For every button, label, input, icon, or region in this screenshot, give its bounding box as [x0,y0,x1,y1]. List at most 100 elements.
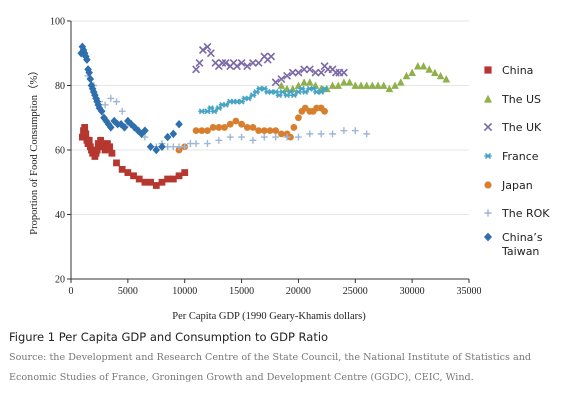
data-point [209,124,217,131]
axes: 20 40 60 80 100 0 5000 10000 15000 20000 25000 3000… [50,17,482,298]
data-point [408,68,416,76]
gridlines [71,20,469,280]
x-tick-label: 15000 [229,286,254,297]
data-point [192,65,201,74]
y-tick-label: 80 [55,81,65,92]
data-point [334,81,343,89]
data-point [233,62,241,71]
legend-label: Japan [501,179,533,192]
data-point [169,129,178,139]
data-point [141,178,149,186]
data-point [255,127,263,135]
y-tick-label: 40 [55,210,65,221]
data-point [277,130,285,138]
data-point [97,107,106,116]
data-point [97,136,104,144]
data-point [260,127,268,135]
data-point [379,81,388,89]
data-point [198,127,206,135]
data-point [175,143,183,151]
y-tick-label: 60 [55,146,65,157]
legend-label: The ROK [501,207,550,220]
data-point [288,68,297,77]
legend-marker [484,66,492,74]
figure-title: Figure 1 Per Capita GDP and Consumption … [9,330,329,344]
data-point [248,58,257,67]
data-point [321,85,328,92]
data-point [102,116,111,126]
legend-marker [484,232,492,242]
data-point [414,62,422,70]
data-point [351,127,359,135]
data-point [146,142,155,151]
data-point [300,78,308,86]
data-point [249,136,257,144]
data-point [226,133,234,141]
data-point [363,130,371,138]
data-point [321,107,328,115]
data-point [277,75,286,84]
data-point [238,133,245,141]
data-point [124,169,132,176]
data-point [329,130,336,138]
data-point [368,81,377,89]
data-point [311,81,320,89]
data-point [290,124,298,131]
legend: China The US The UK France Japan The ROK China… [483,64,550,258]
legend-label: The US [501,93,541,106]
data-point [158,178,166,186]
x-tick-label: 35000 [457,286,482,297]
data-point [374,81,382,89]
data-point [83,55,91,64]
data-point [288,84,297,93]
data-point [244,95,252,102]
x-tick-label: 0 [69,286,74,297]
data-point [169,143,177,151]
x-tick-label: 20000 [286,286,311,297]
x-axis-label: Per Capita GDP (1990 Geary-Khamis dollar… [172,311,366,322]
legend-label: China [502,64,533,77]
data-point [339,68,348,77]
data-point [204,140,211,147]
data-point [107,123,115,132]
data-point [283,133,291,141]
data-point [85,136,93,144]
data-point [130,172,137,180]
data-point [204,127,211,135]
legend-marker [484,152,492,160]
series-the-us [277,62,451,93]
data-point [147,178,154,186]
data-point [295,133,302,141]
data-point [300,65,309,74]
data-point [215,136,223,144]
data-point [396,78,405,86]
data-point [290,92,298,99]
data-point [357,81,365,89]
data-point [198,46,207,54]
data-point [81,124,89,131]
data-point [249,124,257,131]
data-point [101,146,109,154]
x-tick-label: 10000 [172,286,197,297]
data-point [237,58,246,67]
data-point [226,120,234,128]
data-point [221,58,230,67]
data-point [181,169,189,176]
data-point [306,78,314,86]
data-point [181,143,189,151]
series-china-s-taiwan [77,42,183,155]
data-point [175,172,183,180]
data-point [187,140,194,147]
data-point [340,78,348,86]
data-point [195,58,204,67]
data-point [436,71,445,80]
data-point [113,159,120,167]
legend-marker [483,122,493,132]
data-point [93,146,101,154]
legend-marker [484,94,492,103]
data-point [279,89,286,95]
data-point [101,101,109,109]
chart: 20 40 60 80 100 0 5000 10000 15000 20000 25000 3000… [28,17,550,323]
data-point [198,108,206,115]
y-tick-label: 20 [55,275,65,286]
